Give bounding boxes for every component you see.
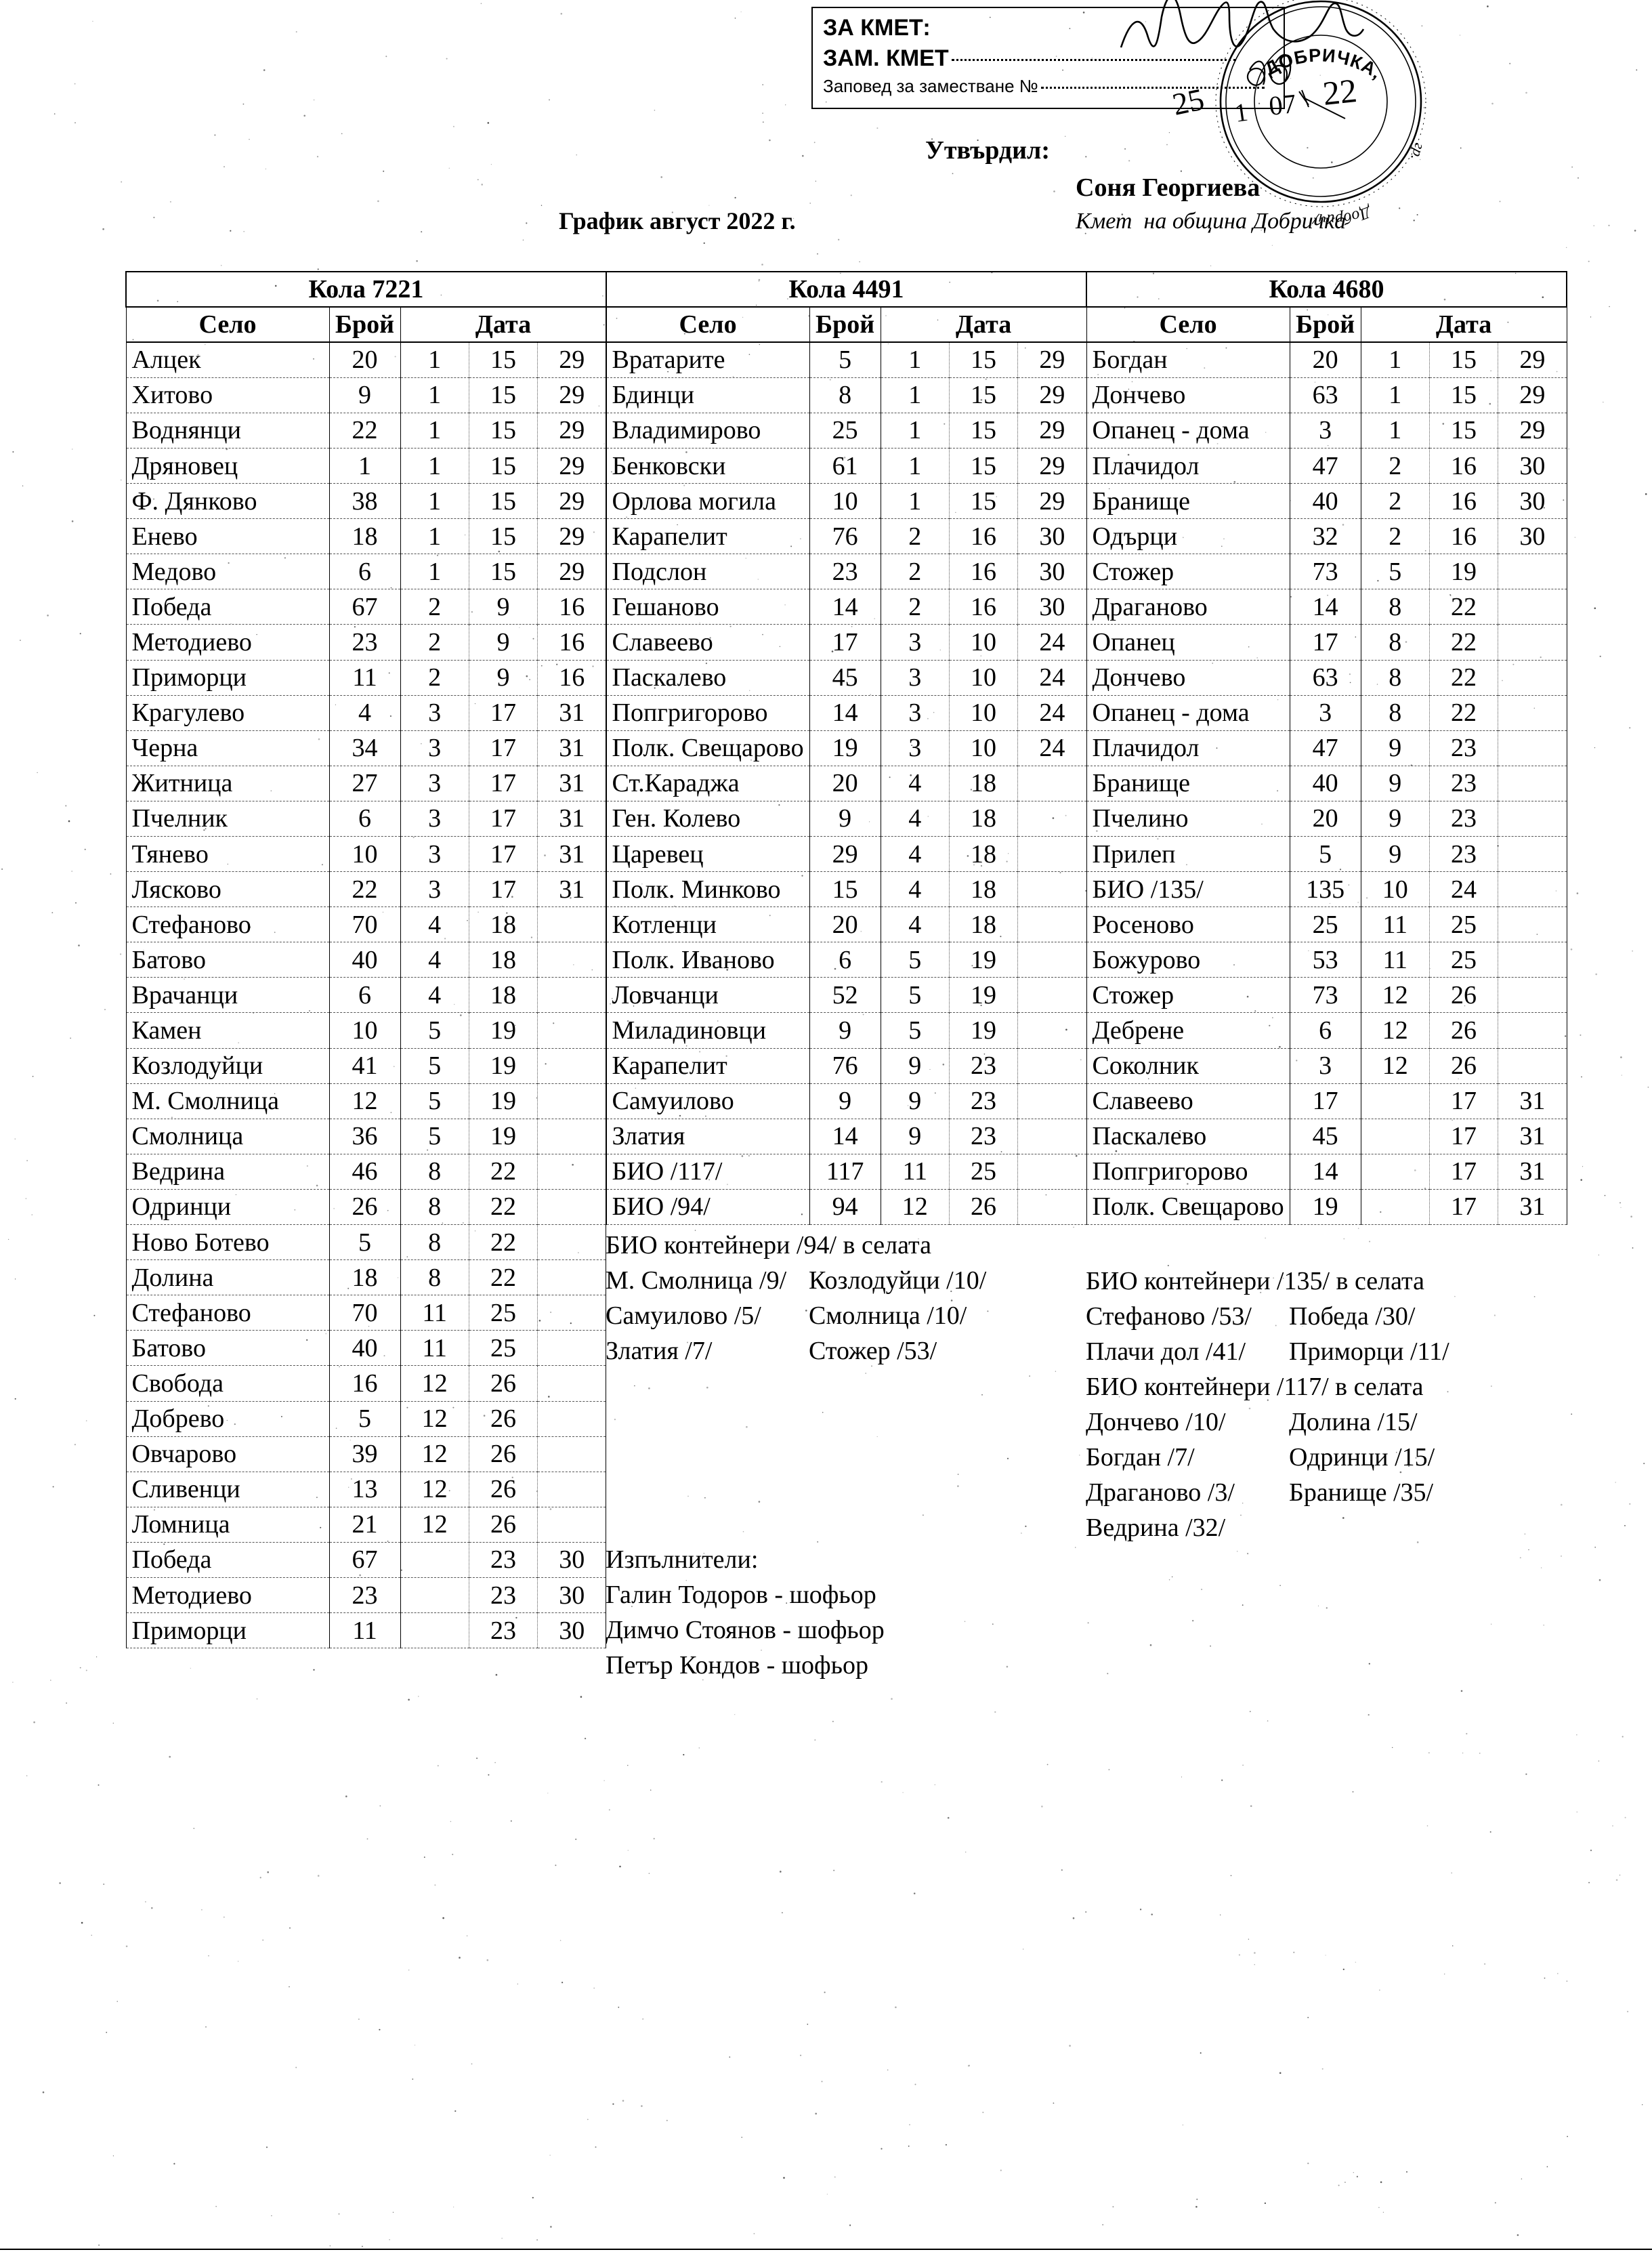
svg-text:ДОБРИЧКА,: ДОБРИЧКА, <box>1261 45 1386 83</box>
